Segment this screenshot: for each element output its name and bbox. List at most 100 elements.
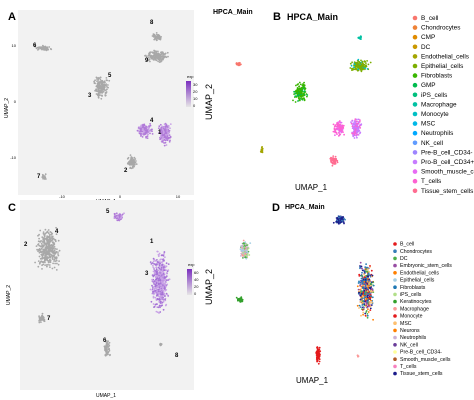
cluster-label: 3: [88, 93, 92, 99]
cluster-point: [166, 283, 169, 286]
legend-swatch: [412, 178, 418, 184]
legend-swatch: [412, 130, 418, 136]
cluster-point: [152, 303, 155, 305]
cluster-point: [248, 254, 251, 256]
cluster-point: [334, 155, 337, 158]
cluster-point: [350, 121, 352, 123]
cluster-point: [53, 249, 56, 252]
cluster-point: [359, 266, 362, 269]
cluster-point: [158, 267, 161, 270]
cluster-point: [151, 284, 153, 287]
cluster-point: [51, 267, 54, 270]
panel-b-legend: B_cell Chondrocytes CMP DC Endothelial_cells…: [412, 15, 474, 195]
cluster-point: [356, 130, 358, 133]
cluster-point: [364, 266, 367, 268]
cluster-point: [38, 262, 41, 265]
cluster-point: [353, 66, 355, 68]
legend-swatch: [393, 314, 397, 318]
cluster-point: [96, 85, 98, 88]
cluster-point: [156, 298, 159, 301]
legend-swatch: [393, 271, 397, 275]
cluster-point: [133, 156, 136, 159]
legend-label: Tissue_stem_cells: [421, 188, 473, 195]
cluster-point: [332, 155, 335, 158]
cluster-point: [165, 144, 168, 146]
cluster-label: 1: [158, 130, 162, 136]
cluster-point: [167, 124, 170, 127]
cluster-point: [166, 51, 169, 54]
cluster-point: [342, 124, 345, 127]
cluster-point: [149, 132, 151, 135]
cluster-point: [157, 293, 160, 296]
cluster-point: [154, 56, 156, 58]
cluster-point: [155, 36, 158, 39]
cluster-point: [372, 318, 374, 321]
cluster-point: [159, 302, 162, 304]
cluster-point: [159, 55, 162, 58]
panel-c-colorbar-title: exp: [188, 262, 195, 267]
cluster-point: [46, 46, 49, 49]
cluster-point: [168, 140, 171, 143]
cluster-point: [148, 58, 151, 61]
cluster-point: [43, 260, 46, 262]
cluster-point: [368, 279, 370, 282]
cluster-point: [332, 157, 335, 159]
legend-label: MSC: [421, 121, 436, 128]
cluster-point: [160, 258, 163, 261]
cluster-point: [235, 296, 238, 299]
cluster-point: [370, 269, 373, 272]
cluster-point: [162, 278, 164, 281]
cluster-point: [354, 122, 356, 124]
cluster-point: [33, 44, 36, 47]
cluster-point: [369, 265, 371, 267]
cluster-point: [100, 80, 103, 82]
cluster-point: [354, 126, 357, 129]
cluster-point: [366, 283, 369, 285]
panel-a-plot-area: [18, 10, 194, 195]
cluster-point: [244, 241, 247, 244]
cluster-point: [249, 242, 252, 245]
cluster-point: [163, 144, 166, 147]
cluster-point: [360, 70, 363, 73]
cluster-point: [95, 76, 98, 79]
cluster-point: [107, 86, 109, 89]
cluster-point: [370, 283, 373, 285]
panel-a-colorbar: [186, 81, 191, 107]
cluster-point: [369, 61, 372, 64]
cluster-point: [58, 260, 60, 262]
cluster-point: [105, 84, 107, 87]
legend-label: NK_cell: [400, 342, 418, 348]
cluster-point: [357, 288, 360, 291]
cluster-point: [139, 130, 142, 133]
cluster-point: [53, 252, 56, 255]
cluster-point: [50, 254, 53, 256]
cluster-point: [337, 222, 340, 225]
cluster-point: [319, 353, 321, 356]
cluster-point: [42, 261, 45, 263]
cluster-point: [356, 118, 358, 121]
cluster-point: [151, 130, 153, 133]
cluster-point: [241, 253, 244, 256]
cluster-point: [120, 216, 123, 219]
cluster-point: [106, 79, 108, 82]
cluster-point: [42, 237, 45, 240]
legend-swatch: [412, 102, 418, 107]
cluster-point: [57, 239, 60, 242]
cluster-point: [371, 288, 373, 290]
cluster-point: [352, 126, 355, 129]
cluster-point: [149, 261, 152, 263]
cluster-point: [99, 78, 102, 81]
cluster-point: [167, 131, 170, 134]
cluster-point: [166, 272, 168, 275]
cluster-point: [365, 275, 367, 277]
cluster-label: 5: [108, 73, 112, 79]
cluster-point: [361, 304, 364, 306]
cluster-point: [163, 129, 166, 132]
legend-label: Monocyte: [400, 314, 423, 320]
cluster-point: [166, 139, 169, 142]
legend-swatch: [412, 121, 418, 126]
cluster-point: [158, 281, 161, 283]
cluster-point: [241, 300, 244, 303]
cluster-point: [356, 285, 359, 288]
cluster-point: [54, 240, 57, 243]
